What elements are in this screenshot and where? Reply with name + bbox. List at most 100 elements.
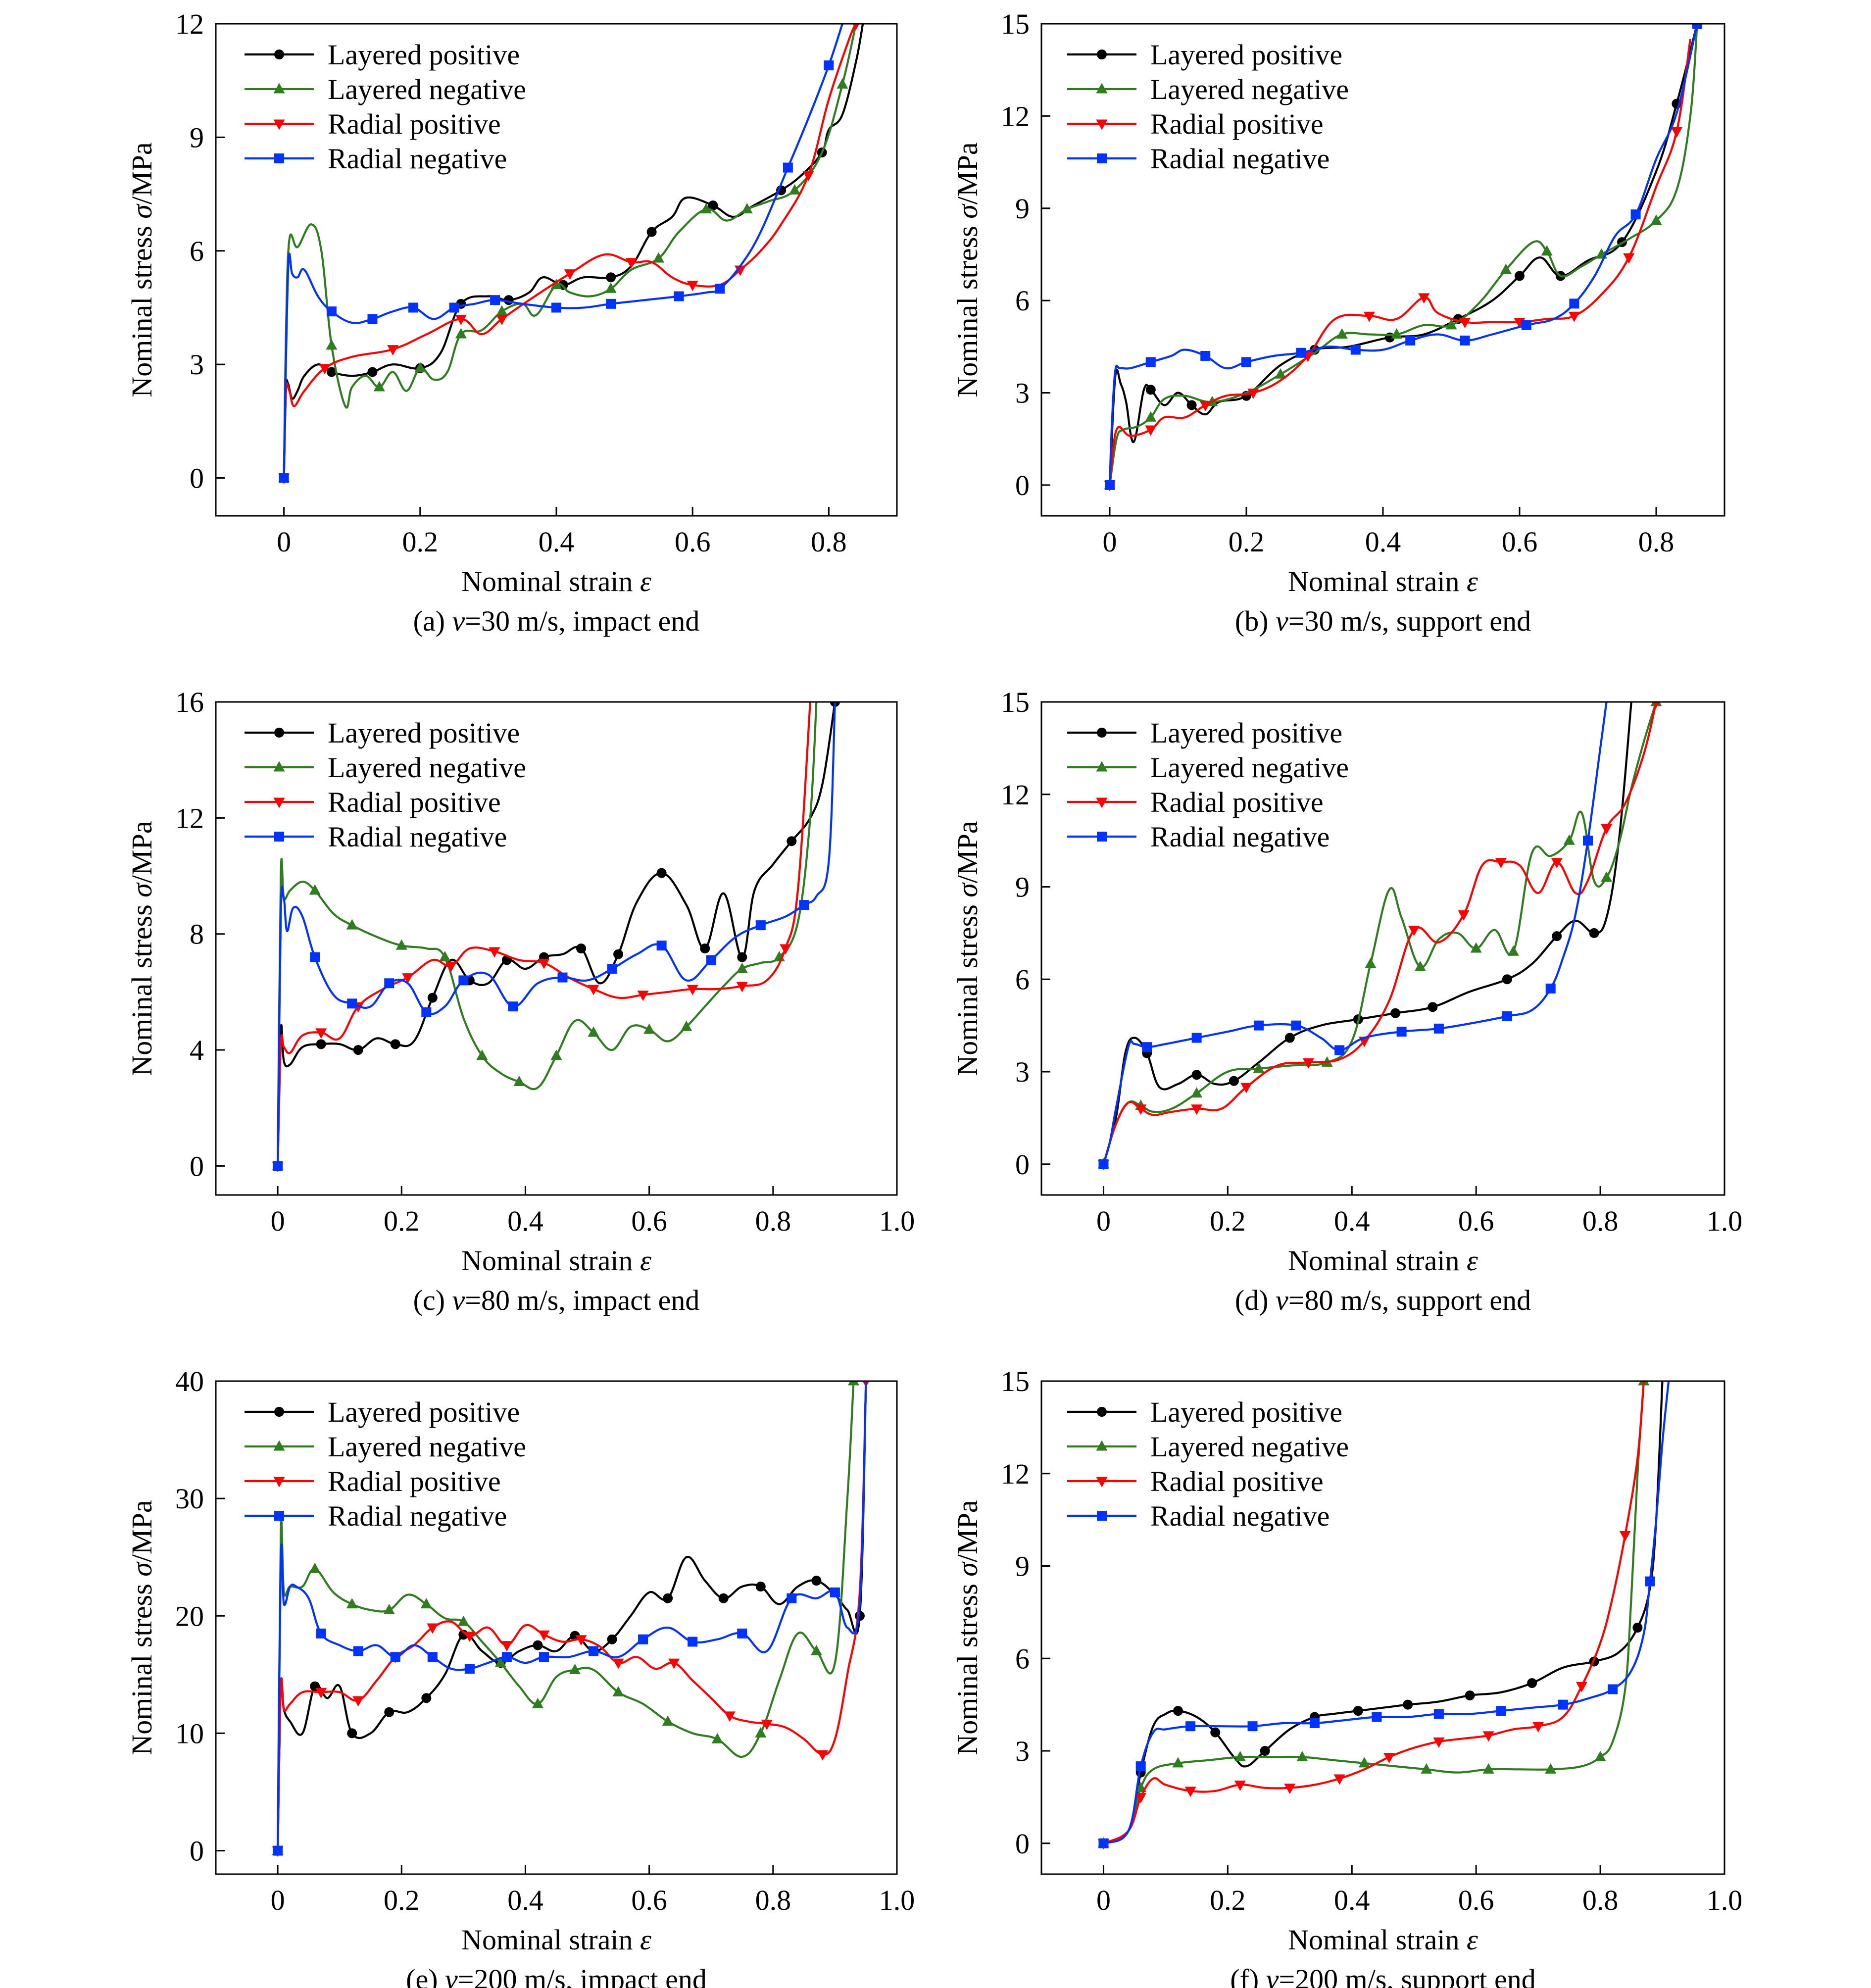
legend-label-rp: Radial positive bbox=[328, 108, 501, 140]
legend-marker-lp bbox=[274, 1407, 284, 1417]
data-point-ln bbox=[711, 1733, 723, 1743]
y-axis-label: Nominal stress σ/MPa bbox=[951, 821, 984, 1076]
x-tick-label: 0.6 bbox=[1458, 1205, 1494, 1237]
data-point-lp bbox=[1390, 1008, 1401, 1018]
data-point-rn bbox=[1433, 1709, 1444, 1719]
data-point-lp bbox=[646, 227, 657, 237]
data-point-ln bbox=[346, 1598, 358, 1609]
data-point-lp bbox=[1210, 1727, 1221, 1738]
data-point-ln bbox=[1563, 834, 1575, 845]
legend-marker-rp bbox=[273, 119, 285, 130]
y-tick-label: 9 bbox=[1015, 1550, 1030, 1583]
y-tick-label: 3 bbox=[1015, 1735, 1030, 1767]
plot-frame bbox=[1040, 1380, 1725, 1875]
data-point-rn bbox=[737, 1628, 747, 1639]
data-point-rn bbox=[427, 1652, 438, 1662]
data-point-ln bbox=[1358, 1757, 1370, 1768]
data-point-rp bbox=[575, 1635, 587, 1646]
y-tick-label: 6 bbox=[1015, 963, 1030, 995]
data-point-rn bbox=[1135, 1761, 1146, 1772]
x-tick-label: 0.4 bbox=[539, 526, 575, 558]
data-point-rn bbox=[606, 298, 616, 309]
data-point-lp bbox=[347, 1728, 357, 1739]
data-point-rp bbox=[1145, 425, 1157, 436]
data-point-rp bbox=[1458, 910, 1470, 921]
data-point-rn bbox=[1098, 1159, 1109, 1169]
panel-caption: (c) v=80 m/s, impact end bbox=[413, 1284, 700, 1316]
y-axis-label: Nominal stress σ/MPa bbox=[951, 142, 984, 397]
data-point-rp bbox=[1576, 1682, 1587, 1692]
data-point-lp bbox=[1353, 1706, 1363, 1716]
data-point-ln bbox=[755, 1727, 767, 1738]
x-tick-label: 0.8 bbox=[755, 1884, 791, 1916]
data-point-rp bbox=[780, 944, 791, 955]
legend-marker-rp bbox=[273, 797, 285, 808]
x-tick-label: 0.6 bbox=[675, 526, 711, 558]
x-tick-label: 0 bbox=[277, 526, 291, 558]
data-point-rn bbox=[783, 162, 793, 173]
data-point-ln bbox=[309, 884, 321, 895]
data-point-ln bbox=[643, 1023, 655, 1034]
data-point-lp bbox=[1552, 931, 1562, 942]
data-point-rp bbox=[402, 973, 414, 984]
data-point-rn bbox=[464, 1664, 475, 1674]
data-point-ln bbox=[1253, 1062, 1265, 1073]
data-point-rn bbox=[367, 314, 378, 324]
data-point-rp bbox=[687, 985, 698, 995]
data-point-rn bbox=[824, 60, 834, 71]
data-point-rn bbox=[273, 1845, 283, 1856]
data-point-rp bbox=[668, 1658, 680, 1669]
data-point-rp bbox=[427, 1623, 439, 1634]
x-tick-label: 0.4 bbox=[507, 1884, 543, 1916]
series-line-rn bbox=[277, 702, 836, 1166]
series-group bbox=[278, 24, 864, 485]
legend-marker-lp bbox=[274, 50, 284, 59]
x-tick-label: 0 bbox=[1096, 1205, 1111, 1237]
data-point-ln bbox=[681, 1020, 692, 1031]
x-tick-label: 1.0 bbox=[1707, 1205, 1743, 1237]
legend-marker-rn bbox=[1097, 153, 1107, 163]
data-point-ln bbox=[741, 203, 753, 214]
x-tick-label: 0.8 bbox=[1638, 526, 1674, 558]
x-tick-label: 0.8 bbox=[811, 526, 847, 558]
data-point-ln bbox=[1541, 245, 1553, 256]
data-point-rn bbox=[449, 302, 459, 313]
data-point-rp bbox=[445, 961, 457, 972]
legend-label-rp: Radial positive bbox=[328, 1465, 501, 1497]
data-point-ln bbox=[810, 1644, 822, 1655]
data-point-rp bbox=[315, 1028, 327, 1039]
data-point-rn bbox=[490, 295, 500, 305]
data-point-rn bbox=[1350, 345, 1361, 355]
series-group bbox=[1097, 1381, 1670, 1850]
data-point-rn bbox=[1692, 24, 1702, 29]
x-tick-label: 0 bbox=[1103, 526, 1117, 558]
data-point-rp bbox=[538, 1630, 550, 1641]
legend-marker-ln bbox=[1096, 761, 1108, 772]
plot-frame bbox=[215, 23, 898, 517]
data-point-rn bbox=[1185, 1721, 1196, 1732]
legend-label-ln: Layered negative bbox=[1150, 751, 1349, 784]
data-point-rp bbox=[315, 1688, 327, 1698]
data-point-lp bbox=[390, 1039, 400, 1049]
chart-panel-4: 0 0.2 0.4 0.6 0.8 1.0 0 3 6 9 12 15 Nominal strain ε… bbox=[951, 686, 1742, 1316]
legend-marker-ln bbox=[273, 83, 285, 94]
data-point-rn bbox=[1645, 1576, 1655, 1587]
data-point-rn bbox=[326, 306, 337, 317]
series-line-rn bbox=[283, 24, 843, 478]
legend-marker-lp bbox=[1097, 1407, 1107, 1417]
data-point-ln bbox=[309, 1562, 321, 1573]
data-point-ln bbox=[513, 1076, 525, 1087]
y-tick-label: 40 bbox=[175, 1365, 204, 1397]
data-point-rn bbox=[1241, 357, 1251, 367]
x-tick-label: 0.8 bbox=[1582, 1884, 1619, 1916]
series-line-rn bbox=[277, 1381, 867, 1851]
data-point-ln bbox=[700, 203, 712, 214]
x-tick-label: 0.4 bbox=[507, 1205, 543, 1237]
legend-label-lp: Layered positive bbox=[1150, 39, 1342, 71]
data-point-ln bbox=[439, 951, 451, 962]
legend-label-lp: Layered positive bbox=[328, 39, 520, 71]
data-point-ln bbox=[1172, 1757, 1184, 1768]
data-point-ln bbox=[1391, 328, 1403, 339]
